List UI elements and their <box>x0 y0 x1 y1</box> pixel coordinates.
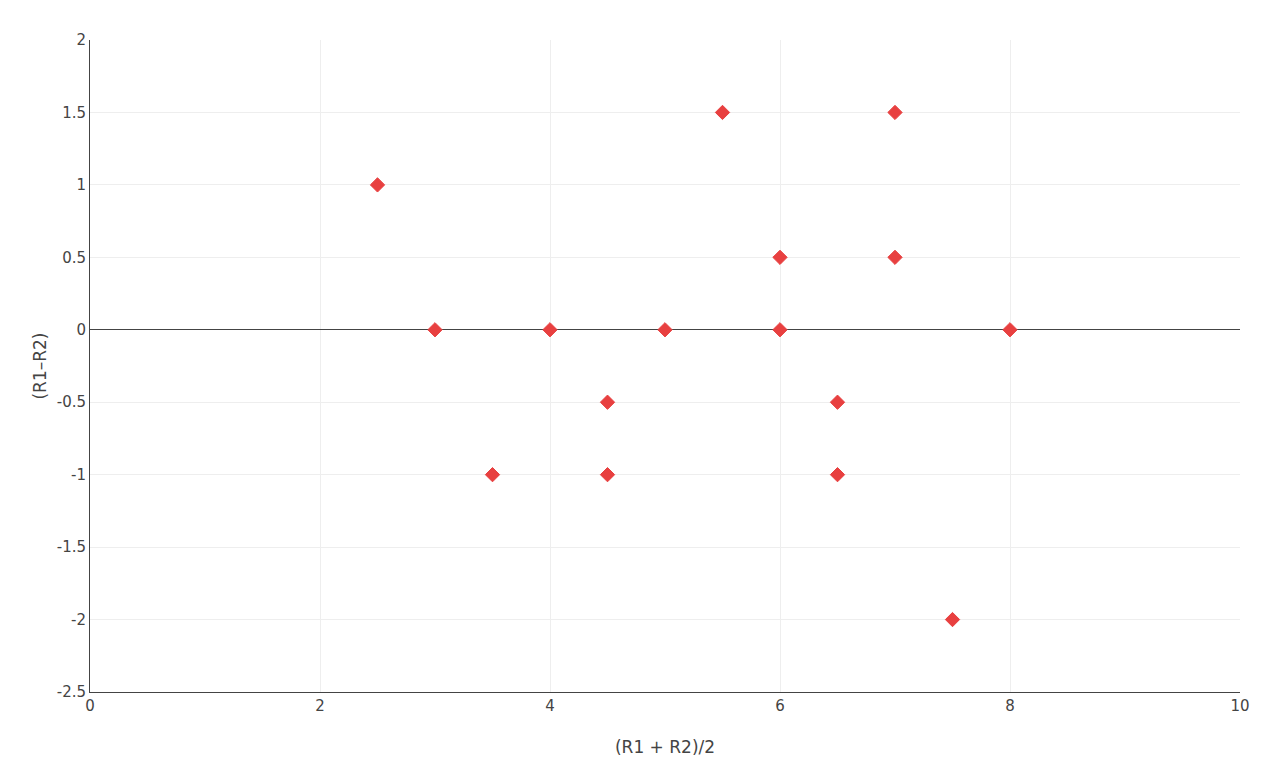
svg-text:4: 4 <box>545 697 555 715</box>
svg-text:8: 8 <box>1005 697 1015 715</box>
svg-text:1.5: 1.5 <box>62 104 86 122</box>
svg-text:2: 2 <box>76 31 86 49</box>
svg-text:(R1 + R2)/2: (R1 + R2)/2 <box>615 737 715 757</box>
svg-text:-2.5: -2.5 <box>57 683 86 701</box>
svg-text:-1.5: -1.5 <box>57 538 86 556</box>
svg-text:1: 1 <box>76 176 86 194</box>
svg-text:(R1–R2): (R1–R2) <box>30 332 50 399</box>
svg-text:2: 2 <box>315 697 325 715</box>
svg-text:-1: -1 <box>71 466 86 484</box>
svg-text:10: 10 <box>1230 697 1249 715</box>
svg-text:6: 6 <box>775 697 785 715</box>
svg-text:-0.5: -0.5 <box>57 393 86 411</box>
svg-text:0.5: 0.5 <box>62 249 86 267</box>
svg-text:0: 0 <box>76 321 86 339</box>
svg-text:-2: -2 <box>71 611 86 629</box>
svg-text:0: 0 <box>85 697 95 715</box>
